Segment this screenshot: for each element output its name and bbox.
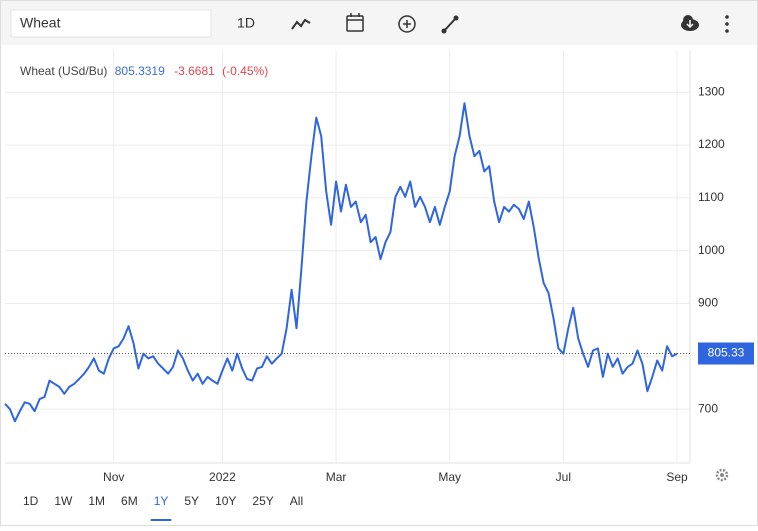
- x-tick-label: Mar: [326, 470, 347, 484]
- change: -3.6681: [174, 64, 215, 78]
- draw-icon[interactable]: [441, 15, 459, 34]
- download-icon[interactable]: [681, 15, 699, 31]
- menu-icon[interactable]: [725, 15, 729, 33]
- range-button[interactable]: 25Y: [252, 494, 273, 508]
- y-tick-label: 700: [698, 401, 718, 415]
- y-tick-label: 1100: [698, 190, 724, 204]
- range-button[interactable]: 1M: [88, 494, 105, 508]
- x-tick-label: May: [438, 470, 461, 484]
- range-button[interactable]: All: [290, 494, 303, 508]
- current-price-box: [698, 342, 754, 365]
- range-button[interactable]: 10Y: [215, 494, 236, 508]
- calendar-icon[interactable]: [346, 13, 364, 32]
- x-tick-label: 2022: [209, 470, 236, 484]
- last-price: 805.3319: [115, 64, 165, 78]
- y-tick-label: 1300: [698, 84, 725, 98]
- y-tick-label: 900: [698, 296, 718, 310]
- series-name: Wheat (USd/Bu): [20, 64, 107, 78]
- interval-button[interactable]: 1D: [237, 15, 255, 31]
- add-icon[interactable]: [398, 15, 416, 33]
- legend: Wheat (USd/Bu) 805.3319 -3.6681 (-0.45%): [20, 64, 268, 78]
- y-tick-label: 1000: [698, 243, 725, 257]
- y-tick-label: 1200: [698, 137, 725, 151]
- range-button[interactable]: 1D: [23, 494, 39, 508]
- x-tick-label: Sep: [666, 470, 688, 484]
- plot: 7008009001000110012001300Nov2022MarMayJu…: [4, 50, 754, 484]
- range-button[interactable]: 5Y: [184, 494, 199, 508]
- change-percent: (-0.45%): [222, 64, 268, 78]
- current-price-label: 805.33: [708, 346, 745, 360]
- chart-type-icon[interactable]: [291, 18, 311, 30]
- x-tick-label: Nov: [103, 470, 124, 484]
- x-tick-label: Jul: [556, 470, 571, 484]
- range-button[interactable]: 1Y: [154, 494, 169, 508]
- settings-icon[interactable]: [715, 468, 729, 482]
- range-button[interactable]: 6M: [121, 494, 138, 508]
- range-button[interactable]: 1W: [54, 494, 73, 508]
- search-box[interactable]: [10, 9, 212, 38]
- price-line-series: [4, 102, 678, 423]
- search-text: Wheat: [20, 15, 61, 31]
